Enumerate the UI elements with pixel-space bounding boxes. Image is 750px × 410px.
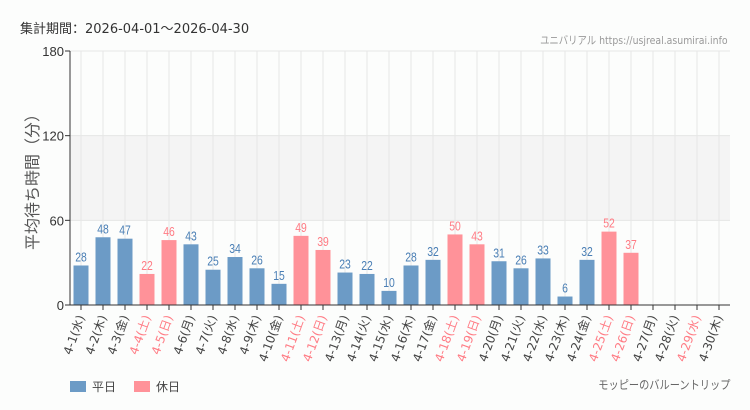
legend: 平日 休日 [70,378,180,395]
bar-value-label: 34 [229,242,241,256]
bar-value-label: 32 [581,245,593,259]
bar-value-label: 28 [75,250,87,264]
bar [139,273,155,305]
bar [227,257,243,305]
bar-value-label: 22 [141,259,153,273]
bar-value-label: 48 [97,222,109,236]
bar-value-label: 31 [493,246,505,260]
bar [381,290,397,305]
bar-value-label: 28 [405,250,417,264]
bar-value-label: 22 [361,259,373,273]
bar [161,240,177,305]
bar [271,283,287,305]
bar [183,244,199,305]
bar [205,269,221,305]
legend-label: 休日 [156,380,181,394]
site-credit[interactable]: ユニバリアル https://usjreal.asumirai.info [540,34,728,47]
bar [491,261,507,305]
bar-value-label: 26 [515,253,527,267]
bar-value-label: 52 [603,217,615,231]
bar-value-label: 49 [295,221,307,235]
bar-value-label: 32 [427,245,439,259]
bar-value-label: 10 [383,276,395,290]
shaded-band [70,135,730,221]
bar [359,273,375,305]
bar [315,249,331,305]
bar [623,252,639,305]
bar [337,272,353,305]
bar-value-label: 37 [625,238,637,252]
bar-value-label: 46 [163,225,175,239]
y-tick-label: 0 [57,298,64,313]
bar-value-label: 33 [537,243,549,257]
bar-value-label: 25 [207,255,219,269]
period-label: 集計期間：2026-04-01～2026-04-30 [20,22,250,37]
bar [447,234,463,305]
bar-value-label: 50 [449,219,461,233]
bar-value-label: 6 [562,281,568,295]
bar [601,231,617,305]
bar [403,265,419,305]
bar [469,244,485,305]
legend-item-holiday[interactable]: 休日 [134,378,180,395]
attraction-name: モッピーのバルーントリップ [597,378,730,392]
y-tick-label: 60 [50,213,64,228]
bar [425,259,441,305]
bar-value-label: 39 [317,235,329,249]
legend-label: 平日 [92,380,117,394]
bar [535,258,551,305]
bar [557,296,573,305]
bar [73,265,89,305]
y-tick-label: 120 [42,129,64,144]
y-axis-label: 平均待ち時間（分） [23,106,42,250]
bar [117,238,133,305]
bar-value-label: 43 [471,229,483,243]
bar [513,268,529,305]
bar [95,237,111,305]
bar-value-label: 47 [119,224,131,238]
y-tick-label: 180 [42,44,64,59]
bar [293,235,309,305]
weekday-swatch [70,381,86,392]
legend-item-weekday[interactable]: 平日 [70,378,116,395]
bar-value-label: 23 [339,258,351,272]
bar-value-label: 26 [251,253,263,267]
bar [249,268,265,305]
bar-value-label: 15 [273,269,285,283]
bar-value-label: 43 [185,229,197,243]
holiday-swatch [134,381,151,392]
bar [579,259,595,305]
